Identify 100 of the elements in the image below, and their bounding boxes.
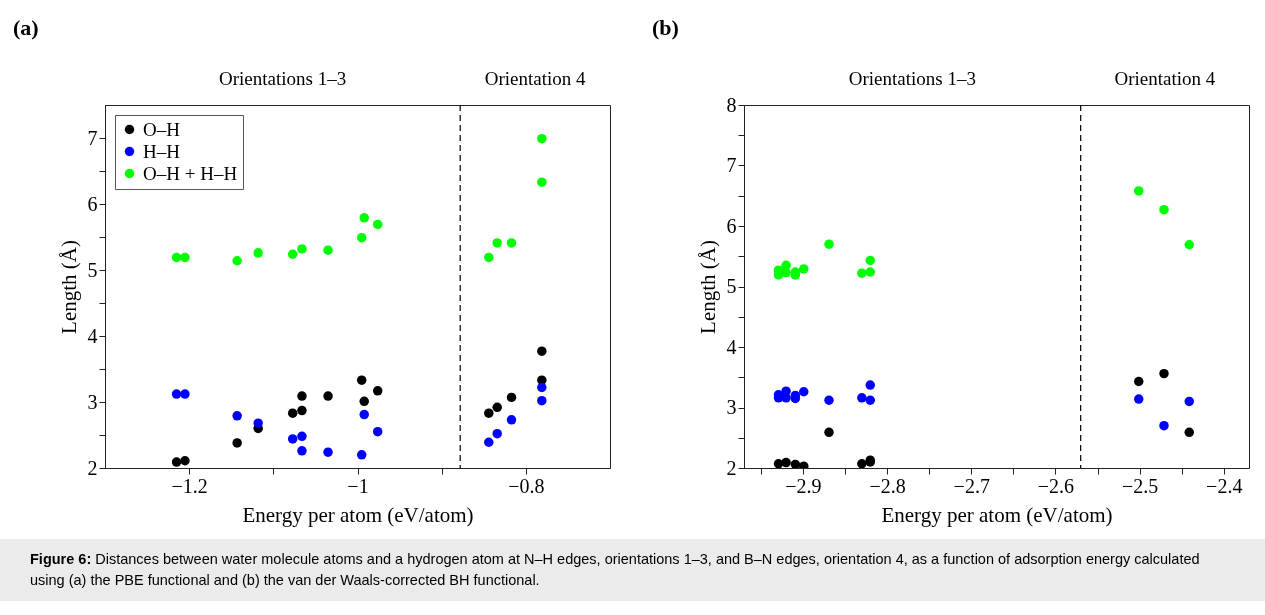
x-tick-label: −0.8 [508, 474, 545, 497]
x-axis-title: Energy per atom (eV/atom) [242, 502, 474, 527]
point [773, 459, 784, 468]
chart-title: (b) [652, 15, 679, 40]
point [799, 387, 809, 397]
point [372, 426, 383, 437]
x-tick-label: −2.8 [869, 474, 906, 497]
point [865, 255, 875, 266]
point [506, 415, 517, 425]
point [857, 268, 867, 278]
point [799, 461, 809, 468]
caption: Figure 6: Distances between water molecule atoms and a hydrogen atom at N–H edges, orientations 1–3, and B–N edges, orientation 4, as a function of adsorption energy calculated using (a) the PBE functional and (b) the van der Waals-corrected BH functional. [30, 550, 1201, 590]
point [790, 459, 801, 468]
point [232, 438, 242, 448]
x-axis-title: Energy per atom (eV/atom) [881, 502, 1113, 527]
point [297, 405, 307, 416]
point [356, 450, 367, 460]
point [359, 396, 369, 407]
point [356, 375, 367, 385]
point [180, 456, 190, 466]
point [492, 238, 502, 248]
legend-label: O–H + H–H [143, 162, 238, 184]
point [824, 427, 834, 438]
text: Orientation 4 [1114, 68, 1216, 89]
point [484, 252, 494, 263]
point [537, 177, 547, 187]
point [1184, 240, 1194, 250]
y-tick-label: 2 [87, 456, 98, 479]
y-axis-title: Length (Å) [695, 240, 720, 334]
point [287, 249, 298, 259]
point [359, 409, 369, 420]
point [484, 408, 494, 418]
y-tick-label: 4 [726, 335, 737, 358]
text: Orientations 1–3 [219, 68, 347, 89]
point [1134, 394, 1144, 404]
point [824, 239, 834, 249]
point [492, 428, 502, 439]
point [372, 386, 383, 396]
point [865, 380, 875, 390]
point [323, 245, 333, 255]
point [232, 256, 242, 266]
point [372, 219, 383, 230]
point [1134, 376, 1144, 387]
point [484, 437, 494, 447]
point [253, 248, 263, 258]
point [287, 434, 298, 444]
point [865, 267, 875, 277]
point [857, 393, 867, 403]
point [1159, 420, 1169, 431]
point [1184, 396, 1194, 407]
point [506, 392, 517, 403]
x-tick-label: −2.6 [1037, 474, 1075, 497]
point [537, 382, 547, 393]
point [297, 446, 307, 456]
x-tick-label: −2.7 [953, 474, 990, 497]
y-tick-label: 2 [726, 456, 737, 479]
point [537, 395, 547, 406]
y-tick-label: 8 [726, 93, 737, 116]
y-tick-label: 5 [726, 275, 737, 297]
x-tick-label: −1 [347, 474, 369, 497]
x-tick-label: −2.4 [1206, 474, 1243, 497]
legend-label: H–H [143, 140, 181, 162]
point [492, 402, 502, 413]
y-tick-label: 6 [87, 192, 98, 215]
point [171, 252, 182, 263]
point [1159, 368, 1169, 379]
legend-label: O–H [143, 118, 181, 140]
point [537, 346, 547, 356]
x-tick-label: −1.2 [171, 474, 208, 497]
y-tick-label: 3 [87, 390, 98, 413]
point [1159, 204, 1169, 215]
point [824, 395, 834, 405]
point [799, 264, 809, 274]
point [1184, 427, 1194, 438]
text: Orientation 4 [484, 68, 586, 89]
point [180, 389, 190, 399]
point [323, 447, 333, 457]
y-tick-label: 6 [726, 214, 737, 237]
y-tick-label: 7 [87, 126, 98, 149]
point [171, 457, 182, 467]
point [857, 459, 867, 468]
point [297, 431, 307, 442]
y-tick-label: 7 [726, 154, 737, 176]
point [781, 457, 791, 468]
point [171, 389, 182, 399]
point [781, 393, 791, 403]
point [253, 418, 263, 428]
point [287, 408, 298, 418]
point [1134, 186, 1144, 196]
x-tick-label: −2.9 [785, 474, 822, 497]
y-axis-title: Length (Å) [56, 240, 81, 334]
point [506, 238, 517, 248]
y-tick-label: 5 [87, 258, 98, 281]
y-tick-label: 4 [87, 324, 98, 347]
y-tick-label: 3 [726, 396, 737, 418]
point [359, 213, 369, 223]
point [356, 232, 367, 243]
point [232, 411, 242, 421]
point [297, 391, 307, 401]
point [297, 244, 307, 254]
